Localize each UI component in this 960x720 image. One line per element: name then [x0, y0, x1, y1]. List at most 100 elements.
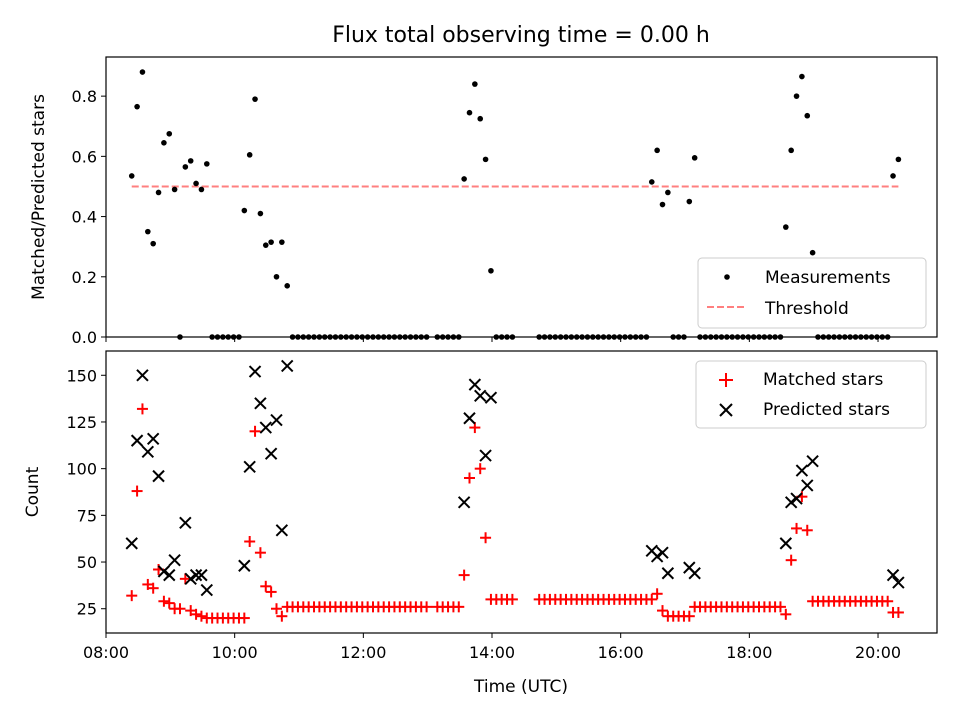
predicted-stars-point	[157, 565, 171, 578]
predicted-stars-point	[886, 568, 900, 582]
predicted-stars-point	[163, 568, 176, 582]
matched-stars-point	[147, 582, 159, 594]
matched-stars-point	[244, 535, 256, 547]
measurement-point	[482, 156, 489, 163]
predicted-stars-point	[152, 469, 165, 483]
predicted-stars-point	[474, 389, 487, 403]
predicted-stars-point	[141, 445, 155, 459]
bottom-legend-box	[695, 360, 927, 429]
predicted-stars-point	[259, 421, 272, 434]
matched-stars-point	[158, 595, 170, 607]
measurement-point	[257, 210, 264, 217]
measurement-point	[809, 249, 816, 256]
x-tick-label: 10:00	[212, 643, 258, 662]
measurement-point	[182, 164, 189, 170]
legend-matched-label: Matched stars	[763, 370, 883, 390]
predicted-stars-point	[795, 464, 809, 477]
matched-stars-point	[801, 524, 813, 536]
predicted-stars-point	[275, 524, 289, 537]
legend-threshold-label: Threshold	[764, 299, 849, 319]
predicted-stars-point	[784, 496, 798, 509]
predicted-stars-point	[281, 359, 294, 373]
y-tick-label: 0.8	[72, 87, 97, 106]
measurement-point	[686, 198, 693, 205]
measurement-point	[139, 69, 146, 75]
y-tick-label: 0.4	[72, 208, 97, 227]
measurement-point	[241, 207, 248, 214]
y-tick-label: 25	[77, 600, 97, 619]
y-tick-label: 0.6	[72, 147, 97, 166]
measurement-point	[804, 112, 811, 119]
predicted-stars-point	[130, 434, 144, 447]
bottom-y-axis-label: Count	[23, 466, 43, 517]
predicted-stars-point	[463, 412, 476, 425]
predicted-stars-point	[457, 496, 471, 509]
measurement-point	[477, 115, 484, 122]
measurement-point	[145, 228, 151, 235]
predicted-stars-point	[801, 479, 814, 492]
measurement-point	[799, 73, 805, 80]
matched-stars-point	[791, 522, 803, 534]
bottom-axis-ticks: 08:00 10:00 12:00 14:00 16:00 18:00 20:00 25 50 7…	[66, 366, 901, 662]
predicted-stars-point	[189, 568, 203, 582]
matched-stars-point	[131, 485, 143, 497]
measurement-point	[193, 180, 199, 187]
x-tick-label: 08:00	[83, 643, 129, 662]
y-tick-label: 100	[66, 460, 97, 479]
measurement-point	[279, 239, 285, 245]
bottom-legend: Matched stars Predicted stars	[695, 360, 927, 429]
predicted-stars-point	[168, 553, 181, 567]
matched-stars-point	[421, 601, 433, 613]
matched-stars-point	[469, 422, 481, 434]
matched-stars-point	[458, 569, 470, 581]
measurement-point	[198, 186, 205, 193]
matched-stars-point	[174, 603, 186, 615]
measurement-point	[166, 130, 173, 137]
matched-stars-point	[646, 593, 658, 605]
y-tick-label: 75	[77, 506, 97, 525]
predicted-stars-point	[270, 413, 283, 427]
matched-stars-point	[163, 597, 175, 609]
bottom-data-marks	[125, 359, 905, 624]
matched-stars-point	[882, 595, 894, 607]
measurement-point	[793, 93, 800, 99]
predicted-stars-point	[238, 559, 251, 572]
legend-measurements-marker	[724, 274, 730, 280]
measurement-point	[246, 152, 253, 158]
y-tick-label: 150	[66, 366, 97, 385]
predicted-stars-point	[661, 567, 675, 580]
y-tick-label: 0.0	[72, 328, 97, 347]
matched-stars-point	[190, 608, 202, 620]
matched-stars-point	[474, 463, 486, 475]
measurement-point	[150, 240, 156, 247]
measurement-point	[665, 189, 671, 196]
matched-stars-point	[136, 403, 148, 415]
matched-stars-point	[463, 472, 475, 484]
predicted-stars-point	[146, 432, 160, 445]
measurement-point	[252, 96, 258, 102]
x-tick-label: 12:00	[340, 643, 386, 662]
legend-predicted-marker	[719, 403, 733, 417]
measurement-point	[134, 103, 140, 110]
matched-stars-point	[785, 554, 797, 566]
measurement-point	[128, 173, 135, 179]
measurement-point	[488, 267, 494, 274]
x-tick-label: 16:00	[598, 643, 644, 662]
legend-matched-marker	[719, 373, 733, 387]
matched-stars-point	[276, 610, 288, 622]
measurement-point	[203, 161, 210, 167]
matched-stars-point	[480, 532, 492, 544]
predicted-stars-point	[254, 397, 267, 410]
matched-stars-point	[265, 586, 277, 598]
matched-stars-point	[683, 610, 695, 622]
predicted-stars-point	[484, 391, 498, 404]
y-tick-label: 50	[77, 553, 97, 572]
measurement-point	[461, 176, 467, 182]
measurement-point	[262, 242, 269, 248]
predicted-stars-point	[688, 567, 701, 580]
x-tick-label: 14:00	[469, 643, 515, 662]
measurement-point	[654, 147, 660, 154]
measurement-point	[171, 186, 178, 193]
predicted-stars-point	[806, 454, 819, 468]
